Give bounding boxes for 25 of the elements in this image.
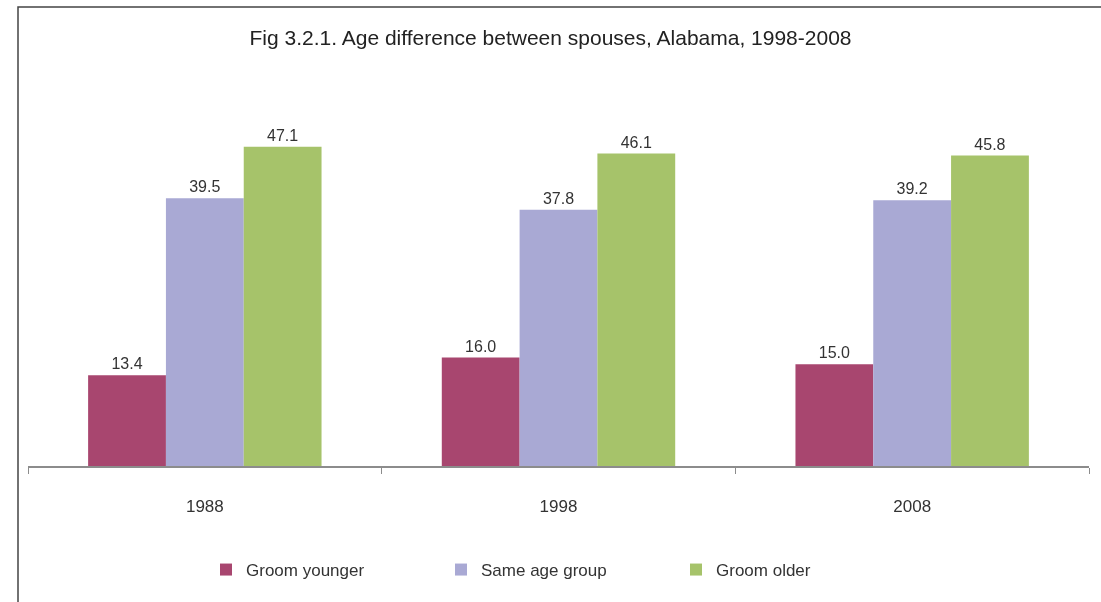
- bar: [795, 364, 874, 466]
- data-label: 39.2: [896, 180, 928, 198]
- x-tick-label: 1998: [539, 497, 578, 517]
- data-label: 15.0: [818, 344, 850, 362]
- bar: [165, 198, 244, 466]
- bar: [88, 375, 166, 466]
- bar: [519, 209, 598, 466]
- data-label: 37.8: [542, 189, 575, 207]
- data-label: 16.0: [465, 337, 497, 355]
- data-label: 39.5: [189, 178, 221, 196]
- data-label: 47.1: [267, 126, 299, 144]
- bar: [951, 155, 1029, 466]
- legend-label: Same age group: [481, 561, 607, 581]
- bar: [597, 153, 676, 466]
- data-label: 46.1: [620, 133, 652, 151]
- x-tick-label: 2008: [893, 497, 932, 517]
- legend-label: Groom older: [716, 561, 811, 581]
- bar: [243, 146, 322, 466]
- x-tick-label: 1988: [185, 497, 224, 517]
- chart-title: Fig 3.2.1. Age difference between spouses, Alabama, 1998-2008: [249, 26, 852, 50]
- legend-label: Groom younger: [246, 561, 365, 581]
- bar: [873, 200, 952, 466]
- data-label: 13.4: [111, 355, 143, 373]
- data-label: 45.8: [974, 135, 1006, 153]
- bar: [441, 357, 520, 466]
